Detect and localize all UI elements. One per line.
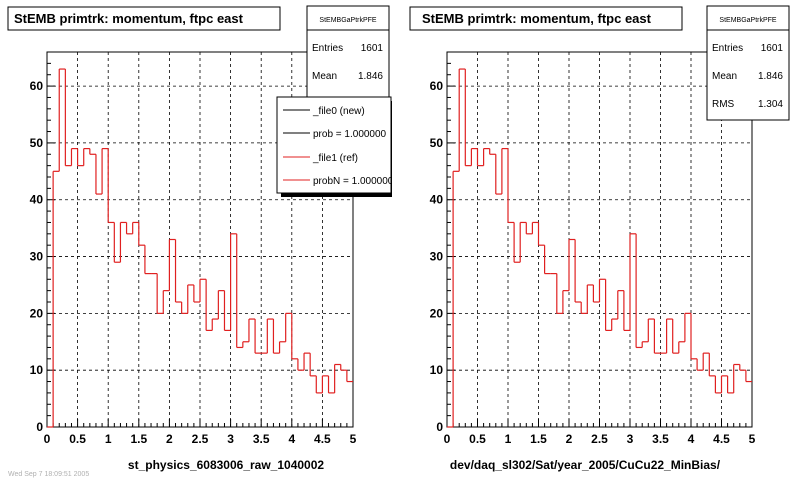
x-tick-label: 4 bbox=[288, 432, 295, 446]
y-tick-label: 60 bbox=[430, 79, 444, 93]
y-tick-label: 30 bbox=[30, 250, 44, 264]
x-tick-label: 5 bbox=[350, 432, 357, 446]
x-tick-label: 2.5 bbox=[591, 432, 608, 446]
x-axis: 0 0.5 1 1.5 2 2.5 3 3.5 4 4.5 5 bbox=[444, 419, 756, 446]
x-tick-label: 3 bbox=[627, 432, 634, 446]
x-tick-label: 4 bbox=[688, 432, 695, 446]
legend: _file0 (new) prob = 1.000000 _file1 (ref… bbox=[276, 90, 402, 205]
stats-name: StEMBGaPtrkPFE bbox=[319, 17, 377, 24]
y-tick-label: 0 bbox=[36, 420, 43, 434]
y-tick-label: 40 bbox=[30, 193, 44, 207]
stats-entries-label: Entries bbox=[312, 43, 343, 54]
y-tick-label: 0 bbox=[436, 420, 443, 434]
x-tick-label: 0.5 bbox=[469, 432, 486, 446]
y-tick-label: 30 bbox=[430, 250, 444, 264]
y-tick-label: 60 bbox=[30, 79, 44, 93]
pad-divider-mask bbox=[392, 90, 402, 205]
stats-entries-label: Entries bbox=[712, 43, 743, 54]
stats-mean-label: Mean bbox=[712, 71, 737, 82]
y-axis: 0 10 20 30 40 50 60 bbox=[430, 51, 455, 434]
stats-box: StEMBGaPtrkPFE Entries 1601 Mean 1.846 R… bbox=[706, 5, 790, 121]
left-histogram-pad: 0 0.5 1 1.5 2 2.5 3 3.5 4 4.5 5 0 10 20 30 40 50 60 StEM… bbox=[7, 5, 402, 472]
y-tick-label: 50 bbox=[30, 136, 44, 150]
legend-label-probN: probN = 1.000000 bbox=[313, 176, 394, 187]
x-tick-label: 1.5 bbox=[130, 432, 147, 446]
legend-label-file1: _file1 (ref) bbox=[312, 153, 358, 164]
stats-frame bbox=[706, 5, 790, 121]
legend-label-prob: prob = 1.000000 bbox=[313, 129, 387, 140]
y-tick-label: 10 bbox=[30, 363, 44, 377]
x-tick-label: 3.5 bbox=[253, 432, 270, 446]
legend-frame bbox=[276, 96, 392, 194]
y-tick-label: 50 bbox=[430, 136, 444, 150]
x-tick-label: 3 bbox=[227, 432, 234, 446]
x-tick-label: 0.5 bbox=[69, 432, 86, 446]
y-axis: 0 10 20 30 40 50 60 bbox=[30, 51, 55, 434]
y-tick-label: 10 bbox=[430, 363, 444, 377]
x-tick-label: 2 bbox=[566, 432, 573, 446]
x-tick-label: 4.5 bbox=[314, 432, 331, 446]
x-tick-label: 2.5 bbox=[192, 432, 209, 446]
series-group bbox=[447, 68, 752, 428]
title-box bbox=[7, 6, 281, 31]
stats-mean-value: 1.846 bbox=[758, 71, 783, 82]
stats-rms-label: RMS bbox=[712, 99, 735, 110]
x-tick-label: 4.5 bbox=[713, 432, 730, 446]
x-tick-label: 1.5 bbox=[530, 432, 547, 446]
legend-label-file0: _file0 (new) bbox=[312, 106, 365, 117]
x-tick-label: 0 bbox=[44, 432, 51, 446]
series-group bbox=[47, 68, 353, 428]
x-tick-label: 1 bbox=[505, 432, 512, 446]
x-axis-label: dev/daq_sl302/Sat/year_2005/CuCu22_MinBi… bbox=[450, 458, 721, 472]
stats-entries-value: 1601 bbox=[361, 43, 384, 54]
x-tick-label: 5 bbox=[749, 432, 756, 446]
stats-mean-label: Mean bbox=[312, 71, 337, 82]
title-box bbox=[409, 6, 683, 31]
x-axis: 0 0.5 1 1.5 2 2.5 3 3.5 4 4.5 5 bbox=[44, 419, 357, 446]
stats-rms-value: 1.304 bbox=[758, 99, 783, 110]
footer-timestamp: Wed Sep 7 18:09:51 2005 bbox=[8, 471, 89, 478]
x-tick-label: 2 bbox=[166, 432, 173, 446]
stats-entries-value: 1601 bbox=[761, 43, 784, 54]
chart-title: StEMB primtrk: momentum, ftpc east bbox=[14, 11, 244, 26]
stats-name: StEMBGaPtrkPFE bbox=[719, 17, 777, 24]
chart-title: StEMB primtrk: momentum, ftpc east bbox=[422, 11, 652, 26]
x-tick-label: 0 bbox=[444, 432, 451, 446]
right-histogram-pad: 0 0.5 1 1.5 2 2.5 3 3.5 4 4.5 5 0 10 20 30 40 50 60 StEM… bbox=[409, 5, 790, 472]
x-tick-label: 3.5 bbox=[652, 432, 669, 446]
stats-mean-value: 1.846 bbox=[358, 71, 383, 82]
x-axis-label: st_physics_6083006_raw_1040002 bbox=[128, 458, 324, 472]
y-tick-label: 20 bbox=[30, 306, 44, 320]
y-tick-label: 40 bbox=[430, 193, 444, 207]
y-tick-label: 20 bbox=[430, 306, 444, 320]
x-tick-label: 1 bbox=[105, 432, 112, 446]
